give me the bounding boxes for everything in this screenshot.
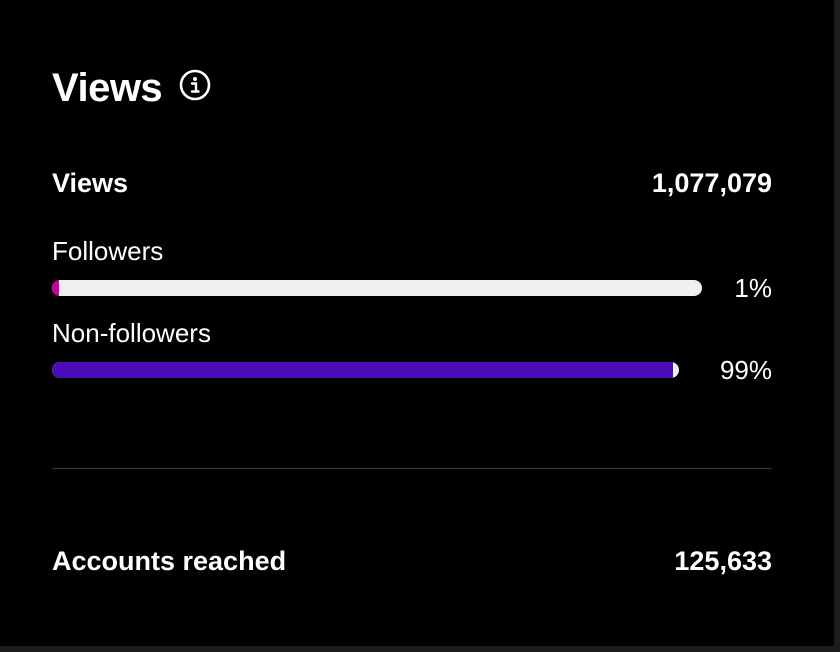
non-followers-bar-row: 99% (52, 353, 772, 387)
non-followers-bar-track (52, 362, 679, 378)
followers-bar-fill (52, 280, 59, 296)
panel-title: Views (52, 65, 163, 110)
info-circle-icon[interactable] (179, 69, 211, 101)
non-followers-label: Non-followers (52, 318, 211, 348)
non-followers-percent: 99% (719, 354, 772, 385)
followers-bar-row: 1% (52, 271, 772, 305)
accounts-reached-value: 125,633 (674, 545, 772, 576)
accounts-reached-label: Accounts reached (52, 545, 287, 576)
non-followers-bar-fill (52, 362, 673, 378)
followers-percent: 1% (734, 272, 772, 303)
views-summary-row: Views 1,077,079 (52, 166, 772, 200)
panel-header: Views (52, 62, 211, 114)
accounts-reached-row: Accounts reached 125,633 (52, 543, 772, 579)
followers-label: Followers (52, 236, 164, 266)
views-label: Views (52, 167, 129, 198)
followers-bar-track (52, 280, 702, 296)
views-value: 1,077,079 (651, 167, 772, 198)
section-divider (52, 468, 772, 469)
